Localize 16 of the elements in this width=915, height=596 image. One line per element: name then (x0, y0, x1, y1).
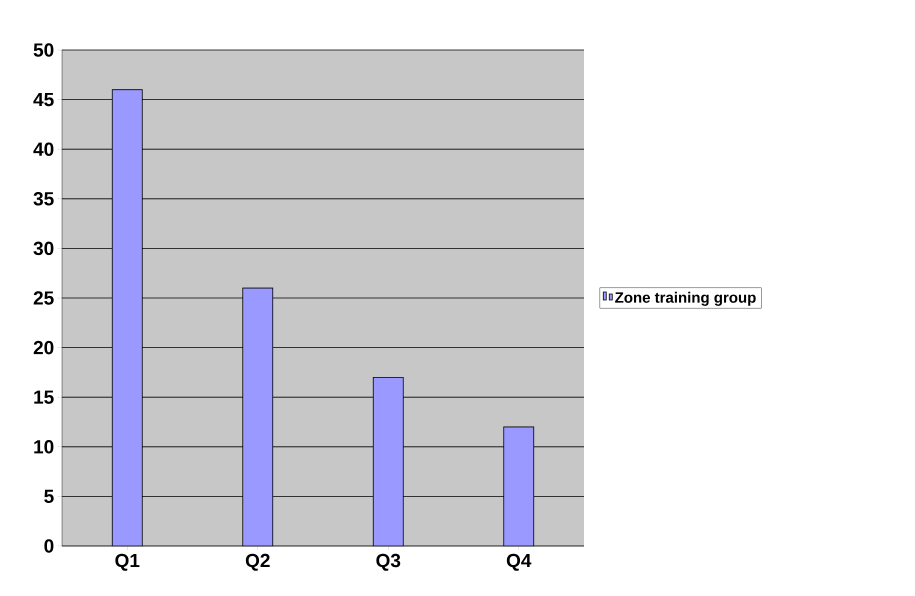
y-tick-label: 5 (44, 490, 54, 504)
y-tick-label: 30 (34, 242, 54, 256)
legend-label: Zone training group (615, 292, 756, 306)
x-tick-label: Q4 (506, 554, 532, 571)
y-tick-label: 0 (44, 539, 54, 553)
y-tick-label: 15 (34, 390, 54, 404)
y-tick-label: 25 (34, 291, 54, 305)
y-tick-label: 45 (33, 92, 54, 106)
x-tick-label: Q2 (246, 554, 270, 571)
y-tick-label: 35 (34, 192, 54, 206)
x-tick-label: Q1 (115, 554, 140, 571)
x-tick-label: Q3 (376, 554, 400, 571)
y-tick-label: 10 (34, 440, 54, 454)
y-tick-label: 20 (34, 340, 54, 354)
y-tick-label: 50 (34, 43, 54, 57)
y-tick-label: 40 (33, 142, 54, 156)
